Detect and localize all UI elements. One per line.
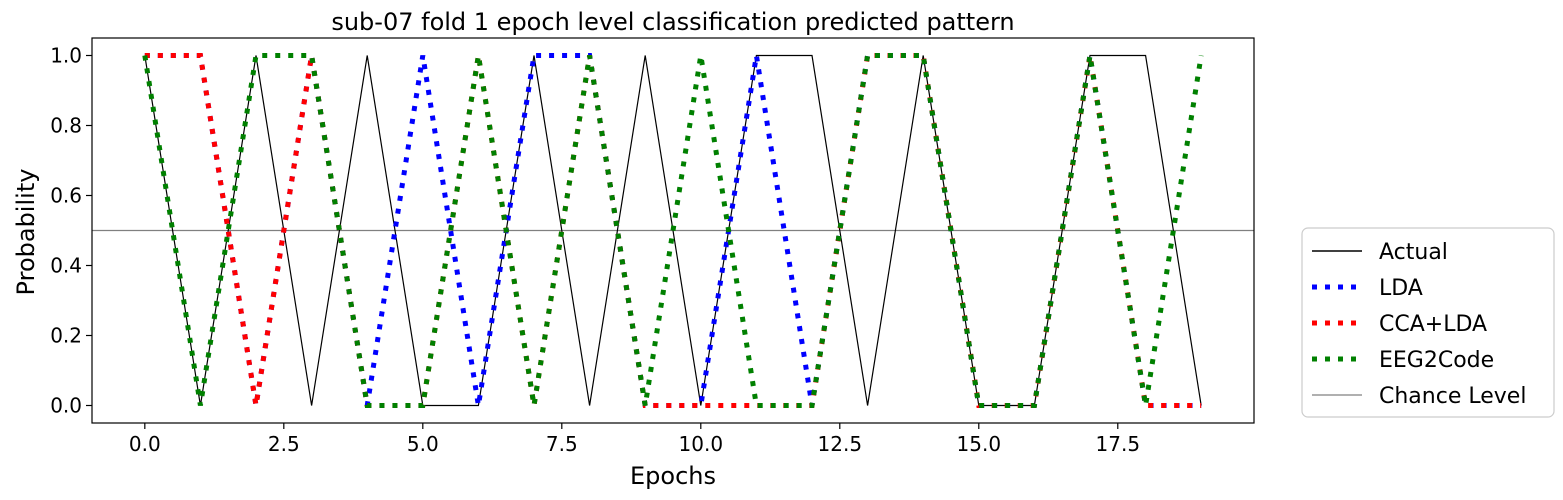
y-axis-ticks: 0.0 0.2 0.4 0.6 0.8 1.0 bbox=[50, 44, 92, 418]
legend-box bbox=[1301, 227, 1555, 418]
y-tick-label: 0.0 bbox=[50, 394, 82, 418]
y-tick-label: 0.4 bbox=[50, 254, 82, 278]
legend-label-cca-lda: CCA+LDA bbox=[1379, 312, 1487, 337]
plot-lines bbox=[92, 53, 1254, 408]
legend: Actual LDA CCA+LDA EEG2Code Chance Level bbox=[1301, 227, 1555, 418]
legend-label-lda: LDA bbox=[1379, 276, 1423, 301]
legend-label-actual: Actual bbox=[1379, 240, 1448, 265]
y-tick-label: 0.2 bbox=[50, 324, 82, 348]
y-axis-label: Probability bbox=[12, 169, 40, 296]
y-tick-label: 0.6 bbox=[50, 184, 82, 208]
legend-label-chance-level: Chance Level bbox=[1379, 384, 1526, 409]
chart-title: sub-07 fold 1 epoch level classification… bbox=[331, 8, 1014, 36]
x-tick-label: 15.0 bbox=[957, 432, 1002, 456]
y-tick-label: 0.8 bbox=[50, 114, 82, 138]
series-line-eeg2code bbox=[142, 53, 1204, 408]
x-tick-label: 17.5 bbox=[1096, 432, 1141, 456]
x-axis-label: Epochs bbox=[630, 462, 716, 490]
y-tick-label: 1.0 bbox=[50, 44, 82, 68]
x-tick-label: 5.0 bbox=[407, 432, 439, 456]
x-tick-label: 7.5 bbox=[546, 432, 578, 456]
x-tick-label: 2.5 bbox=[268, 432, 300, 456]
legend-label-eeg2code: EEG2Code bbox=[1379, 348, 1494, 373]
x-tick-label: 12.5 bbox=[818, 432, 863, 456]
x-tick-label: 10.0 bbox=[679, 432, 724, 456]
x-tick-label: 0.0 bbox=[129, 432, 161, 456]
plot-frame bbox=[91, 37, 1255, 424]
x-axis-ticks: 0.0 2.5 5.0 7.5 10.0 12.5 15.0 17.5 bbox=[129, 423, 1140, 456]
